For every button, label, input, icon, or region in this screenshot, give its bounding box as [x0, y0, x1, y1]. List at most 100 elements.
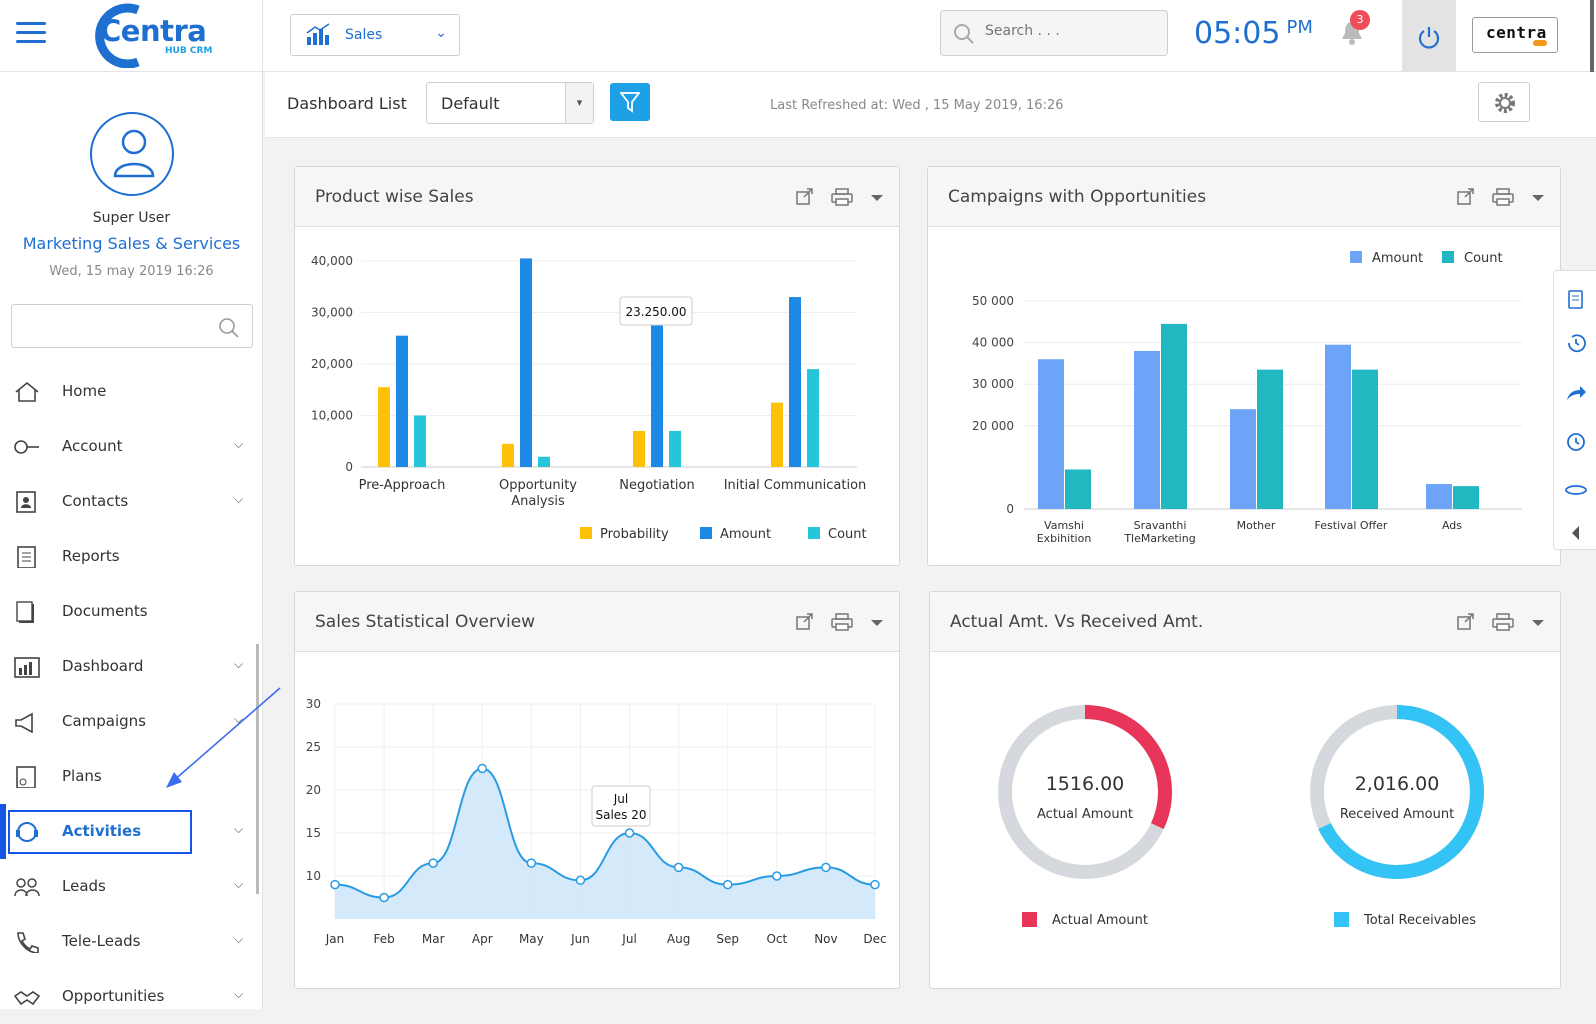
data-point [330, 879, 340, 890]
dropdown-caret-icon[interactable] [1530, 187, 1546, 207]
bar-count [669, 430, 681, 467]
dropdown-caret-icon[interactable] [869, 187, 885, 207]
open-external-icon[interactable] [795, 187, 815, 207]
data-point [526, 858, 537, 868]
card-header: Actual Amt. Vs Received Amt. [930, 592, 1560, 652]
handshake-icon [14, 991, 40, 1006]
sidebar-item-plans[interactable]: Plans [0, 749, 262, 804]
open-external-icon[interactable] [1456, 187, 1476, 207]
chevron-down-icon[interactable]: ⌵ [234, 712, 244, 726]
sidebar-item-dashboard[interactable]: Dashboard ⌵ [0, 639, 262, 694]
dashboard-list-label: Dashboard List [287, 94, 407, 113]
y-tick-label: 20,000 [311, 357, 353, 371]
dashboard-select[interactable]: Default ▾ [426, 82, 594, 124]
print-icon[interactable] [831, 187, 853, 207]
sidebar-item-home[interactable]: Home [0, 364, 262, 419]
bar-amount [789, 297, 801, 467]
dashboard-icon [14, 657, 40, 678]
chevron-down-icon[interactable]: ⌵ [234, 437, 244, 451]
sidebar-item-label: Contacts [62, 492, 129, 510]
user-date: Wed, 15 may 2019 16:26 [49, 264, 214, 279]
dropdown-caret-icon[interactable] [1530, 612, 1546, 632]
sidebar-item-contacts[interactable]: Contacts ⌵ [0, 474, 262, 529]
sidebar-item-tele-leads[interactable]: Tele-Leads ⌵ [0, 914, 262, 969]
user-icon [113, 129, 155, 178]
bar-count [1065, 469, 1091, 509]
sidebar-item-opportunities[interactable]: Opportunities ⌵ [0, 969, 262, 1024]
chevron-down-icon[interactable]: ⌵ [234, 657, 244, 671]
sidebar-search-input[interactable] [20, 317, 210, 333]
bar-count [538, 456, 550, 467]
chevron-down-icon[interactable]: ⌵ [234, 932, 244, 946]
clock-time: 05:05 [1194, 16, 1281, 51]
module-label: Sales [345, 27, 383, 43]
avatar[interactable] [90, 112, 174, 196]
data-point [477, 763, 488, 774]
bar-count [1352, 369, 1378, 509]
chevron-down-icon[interactable]: ⌵ [234, 877, 244, 891]
actual-vs-received-chart: 1516.00 Actual Amount Actual Amount 2,016.0… [998, 705, 1484, 928]
module-select[interactable]: Sales ⌄ [290, 14, 460, 56]
filter-button[interactable] [610, 83, 650, 121]
donut-value: 2,016.00 [1355, 773, 1440, 795]
user-organization[interactable]: Marketing Sales & Services [22, 234, 241, 253]
bar-probability [502, 443, 514, 467]
view-360-icon[interactable] [1564, 477, 1588, 501]
history-icon[interactable] [1564, 331, 1588, 355]
chevron-left-icon[interactable] [1564, 521, 1588, 545]
open-external-icon[interactable] [1456, 612, 1476, 632]
bar-count [807, 369, 819, 467]
print-icon[interactable] [1492, 187, 1514, 207]
chevron-down-icon[interactable]: ⌵ [234, 822, 244, 836]
sidebar-item-label: Opportunities [62, 987, 165, 1005]
chevron-down-icon[interactable]: ⌵ [234, 987, 244, 1001]
print-icon[interactable] [1492, 612, 1514, 632]
share-icon[interactable] [1564, 381, 1588, 405]
chevron-down-icon[interactable]: ⌵ [234, 492, 244, 506]
chevron-down-icon: ⌄ [435, 25, 447, 41]
area-fill [335, 768, 875, 919]
notification-badge: 3 [1350, 10, 1370, 30]
sidebar: Super User Marketing Sales & Services We… [0, 72, 263, 1009]
scrollbar[interactable] [1590, 0, 1594, 72]
bar-count [1453, 486, 1479, 509]
card-actions [795, 187, 885, 207]
sidebar-scrollbar[interactable] [256, 644, 259, 894]
x-tick-label: Opportunity [499, 478, 577, 493]
sidebar-item-label: Dashboard [62, 657, 144, 675]
alarm-icon[interactable] [1564, 429, 1588, 453]
sidebar-item-activities[interactable]: Activities ⌵ [0, 804, 262, 859]
tooltip-text: 23.250.00 [625, 305, 686, 319]
chevron-down-icon[interactable]: ▾ [565, 83, 593, 123]
report-icon [17, 546, 36, 568]
x-tick-label: Jun [570, 932, 590, 946]
print-icon[interactable] [831, 612, 853, 632]
sidebar-item-reports[interactable]: Reports [0, 529, 262, 584]
card-actions [795, 612, 885, 632]
y-tick-label: 50 000 [972, 294, 1014, 308]
x-tick-label: Sravanthi [1134, 519, 1187, 532]
donut-arc [1318, 705, 1484, 879]
logo-text: Centra [100, 14, 207, 48]
open-external-icon[interactable] [795, 612, 815, 632]
clipboard-icon[interactable] [1564, 287, 1588, 311]
hamburger-menu-icon[interactable] [16, 22, 46, 44]
dashboard-select-value: Default [441, 94, 500, 113]
search-input[interactable] [985, 23, 1155, 39]
data-point [428, 858, 438, 868]
power-button[interactable] [1402, 0, 1456, 72]
y-tick-label: 30,000 [311, 306, 353, 320]
sidebar-search[interactable] [11, 304, 253, 348]
dropdown-caret-icon[interactable] [869, 612, 885, 632]
x-tick-label: Mar [422, 932, 445, 946]
sidebar-item-account[interactable]: Account ⌵ [0, 419, 262, 474]
donut-label: Actual Amount [1037, 807, 1133, 822]
tooltip-box [591, 785, 651, 827]
settings-button[interactable] [1478, 82, 1530, 122]
x-tick-label: Pre-Approach [359, 478, 446, 493]
sidebar-item-leads[interactable]: Leads ⌵ [0, 859, 262, 914]
global-search[interactable] [940, 10, 1168, 56]
sidebar-item-campaigns[interactable]: Campaigns ⌵ [0, 694, 262, 749]
sidebar-item-documents[interactable]: Documents [0, 584, 262, 639]
data-point [624, 828, 635, 838]
